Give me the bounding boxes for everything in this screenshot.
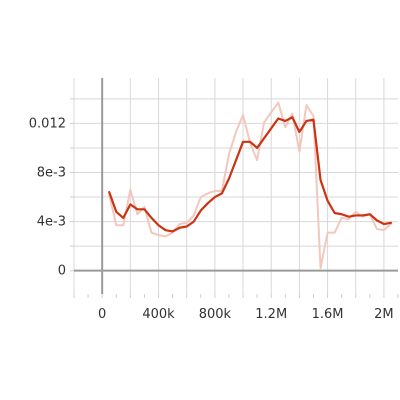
tick-labels: 0 4e-3 8e-3 0.012 0 400k 800k 1.2M 1.6M 2M [29,116,394,322]
y-tick-label: 4e-3 [37,215,66,230]
y-tick-label: 8e-3 [37,166,66,181]
axes [70,78,399,298]
grid [73,78,398,294]
series-line-raw [108,101,392,270]
x-tick-label: 0 [98,307,106,322]
y-tick-label: 0.012 [29,116,66,131]
x-tick-label: 1.2M [255,307,287,322]
x-tick-label: 1.6M [312,307,344,322]
series-lines [108,101,393,270]
y-tick-label: 0 [58,264,66,279]
series-line-smoothed [108,116,393,233]
x-tick-label: 400k [142,307,175,322]
x-tick-label: 800k [199,307,232,322]
x-tick-label: 2M [374,307,394,322]
